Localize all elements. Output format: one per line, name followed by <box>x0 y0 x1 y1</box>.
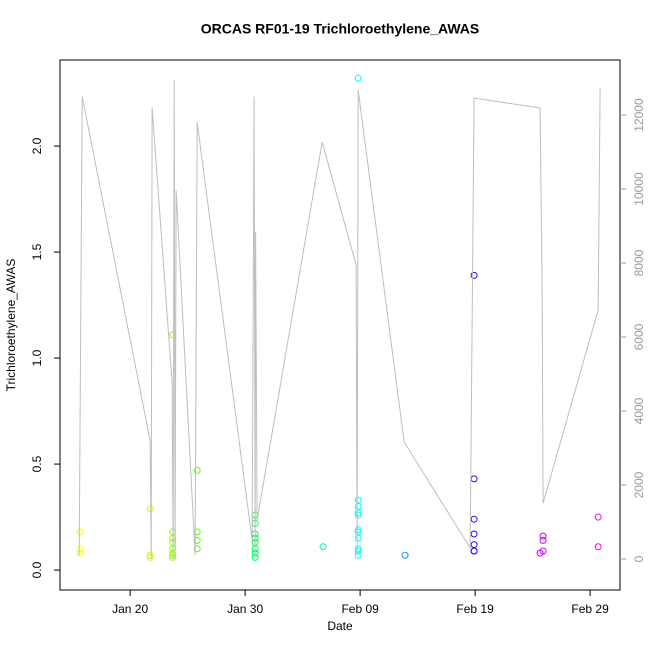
x-tick-label: Jan 30 <box>227 602 263 616</box>
point <box>193 545 201 553</box>
point <box>539 536 547 544</box>
point <box>146 551 154 559</box>
point <box>470 541 478 549</box>
point <box>354 547 362 555</box>
point <box>76 545 84 553</box>
point <box>76 528 84 536</box>
y2-tick-label: 2000 <box>632 471 646 498</box>
y2-tick-label: 6000 <box>632 323 646 350</box>
point <box>354 551 362 559</box>
y2-tick-label: 10000 <box>632 172 646 206</box>
point <box>354 526 362 534</box>
point <box>470 515 478 523</box>
point <box>470 547 478 555</box>
point <box>354 509 362 517</box>
point <box>193 466 201 474</box>
y-tick-label: 0.0 <box>30 561 44 578</box>
point <box>470 271 478 279</box>
point <box>470 530 478 538</box>
y-axis-label: Trichloroethylene_AWAS <box>4 259 18 392</box>
point <box>539 547 547 555</box>
chart-title: ORCAS RF01-19 Trichloroethylene_AWAS <box>201 21 480 37</box>
point <box>146 553 154 561</box>
x-tick-label: Feb 29 <box>571 602 609 616</box>
point <box>354 534 362 542</box>
point <box>594 543 602 551</box>
point <box>354 502 362 510</box>
x-tick-label: Jan 20 <box>112 602 148 616</box>
point <box>539 532 547 540</box>
point <box>319 543 327 551</box>
point <box>594 513 602 521</box>
point <box>146 505 154 513</box>
point <box>401 551 409 559</box>
y2-tick-label: 4000 <box>632 397 646 424</box>
point <box>354 496 362 504</box>
point <box>354 511 362 519</box>
point <box>76 549 84 557</box>
x-tick-label: Feb 09 <box>341 602 379 616</box>
y-tick-label: 1.5 <box>30 243 44 260</box>
point <box>354 74 362 82</box>
point <box>470 475 478 483</box>
y-tick-label: 0.5 <box>30 455 44 472</box>
y-tick-label: 2.0 <box>30 137 44 154</box>
x-axis-label: Date <box>327 619 353 633</box>
y2-tick-label: 12000 <box>632 98 646 132</box>
y-tick-label: 1.0 <box>30 349 44 366</box>
line <box>78 79 601 560</box>
y2-tick-label: 0 <box>632 555 646 562</box>
x-tick-label: Feb 19 <box>456 602 494 616</box>
plot-frame <box>59 59 621 591</box>
y2-tick-label: 8000 <box>632 249 646 276</box>
